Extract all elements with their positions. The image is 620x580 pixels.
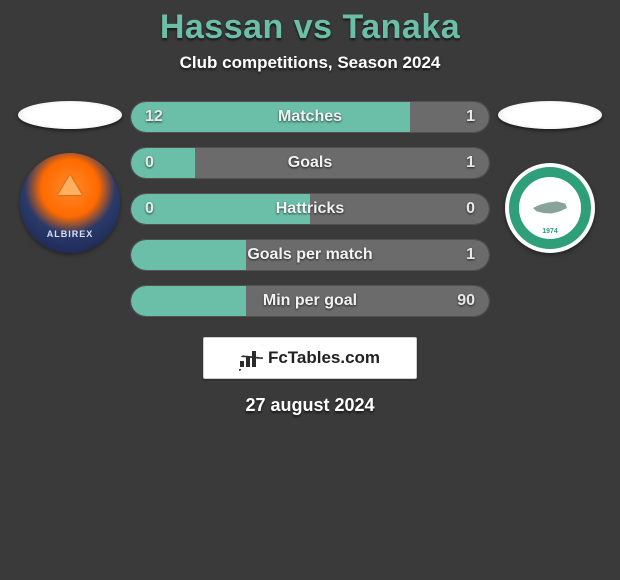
right-side: 1974 (490, 101, 610, 253)
stat-row: 0Hattricks0 (130, 193, 490, 225)
main-row: ALBIREX 12Matches10Goals10Hattricks0Goal… (0, 101, 620, 317)
stat-row: 12Matches1 (130, 101, 490, 133)
date-label: 27 august 2024 (0, 395, 620, 416)
stat-row: Goals per match1 (130, 239, 490, 271)
stat-label: Goals per match (185, 246, 435, 264)
left-club-label: ALBIREX (20, 229, 120, 239)
page-title: Hassan vs Tanaka (0, 8, 620, 47)
stat-value-right: 90 (435, 292, 489, 310)
stat-value-left: 0 (131, 200, 185, 218)
stat-value-right: 1 (435, 108, 489, 126)
stat-value-right: 1 (435, 246, 489, 264)
right-club-logo: 1974 (505, 163, 595, 253)
left-side: ALBIREX (10, 101, 130, 253)
stat-value-right: 0 (435, 200, 489, 218)
stat-value-right: 1 (435, 154, 489, 172)
right-club-year: 1974 (519, 228, 581, 235)
right-player-photo (498, 101, 602, 129)
stat-row: 0Goals1 (130, 147, 490, 179)
stat-value-left: 0 (131, 154, 185, 172)
stat-value-left: 12 (131, 108, 185, 126)
branding-text: FcTables.com (268, 348, 380, 368)
stat-label: Goals (185, 154, 435, 172)
stat-row: Min per goal90 (130, 285, 490, 317)
stat-label: Hattricks (185, 200, 435, 218)
bar-chart-icon (240, 349, 262, 367)
comparison-card: Hassan vs Tanaka Club competitions, Seas… (0, 0, 620, 416)
stat-label: Min per goal (185, 292, 435, 310)
subtitle: Club competitions, Season 2024 (0, 53, 620, 73)
stat-label: Matches (185, 108, 435, 126)
left-club-logo: ALBIREX (20, 153, 120, 253)
left-player-photo (18, 101, 122, 129)
branding-badge: FcTables.com (203, 337, 417, 379)
stats-list: 12Matches10Goals10Hattricks0Goals per ma… (130, 101, 490, 317)
